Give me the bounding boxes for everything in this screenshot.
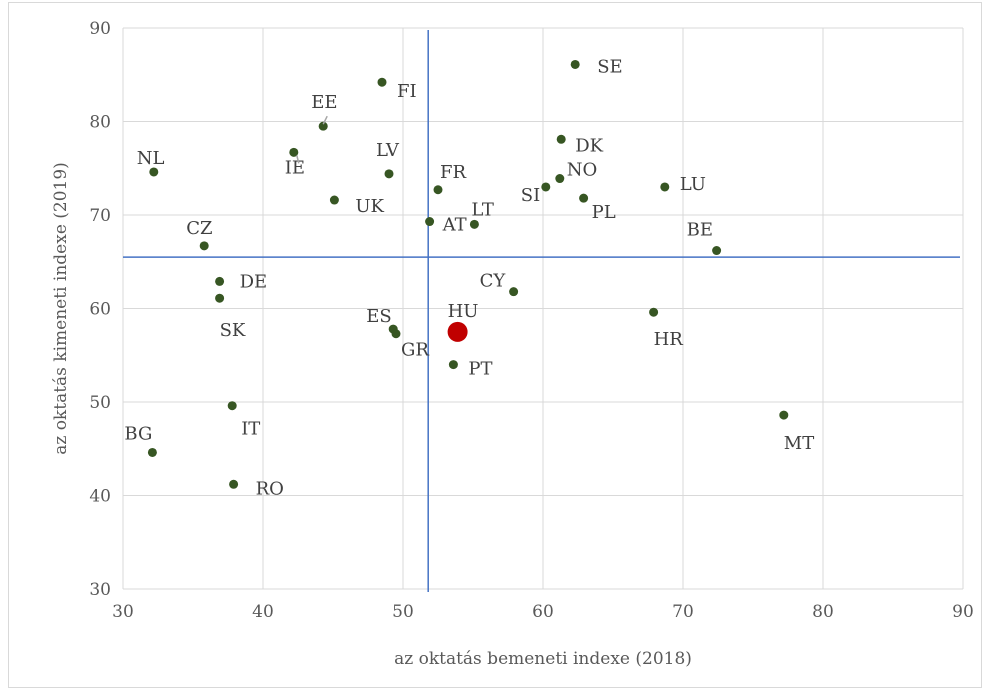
data-point-sk <box>215 293 225 303</box>
data-point-fr <box>433 185 443 195</box>
data-point-dk <box>556 134 566 144</box>
data-point-ee <box>318 121 328 131</box>
point-label-cy: CY <box>480 271 507 292</box>
point-label-ro: RO <box>256 478 284 499</box>
point-label-sk: SK <box>220 320 246 341</box>
x-tick-label: 40 <box>252 602 274 622</box>
data-point-pt <box>448 360 458 370</box>
data-point-bg <box>147 447 157 457</box>
data-point-de <box>215 276 225 286</box>
data-point-hr <box>649 307 659 317</box>
point-label-uk: UK <box>355 196 384 217</box>
point-label-lv: LV <box>376 140 400 161</box>
data-point-lu <box>660 182 670 192</box>
x-tick-label: 70 <box>672 602 694 622</box>
y-tick-label: 90 <box>89 19 111 39</box>
y-axis-title: az oktatás kimeneti indexe (2019) <box>51 162 71 455</box>
y-tick-label: 60 <box>89 300 111 320</box>
data-point-si <box>541 182 551 192</box>
data-point-se <box>570 59 580 69</box>
point-label-cz: CZ <box>186 218 212 239</box>
point-label-lt: LT <box>471 199 494 220</box>
data-point-at <box>425 217 435 227</box>
data-point-nl <box>149 167 159 177</box>
y-tick-label: 80 <box>89 113 111 133</box>
data-point-fi <box>377 77 387 87</box>
point-label-fr: FR <box>440 162 466 183</box>
tick-labels: 30 40 50 60 70 80 90 30 40 50 60 70 80 90 <box>89 19 973 622</box>
y-tick-label: 50 <box>89 393 111 413</box>
point-label-fi: FI <box>397 81 417 102</box>
x-tick-label: 80 <box>812 602 834 622</box>
point-label-si: SI <box>521 185 540 206</box>
point-label-mt: MT <box>784 433 814 454</box>
point-label-es: ES <box>366 306 391 327</box>
x-axis-title: az oktatás bemeneti indexe (2018) <box>394 649 692 669</box>
data-point-gr <box>391 329 401 339</box>
point-label-dk: DK <box>575 135 603 156</box>
x-tick-label: 30 <box>112 602 134 622</box>
reference-lines <box>123 30 960 592</box>
point-label-ie: IE <box>285 157 305 178</box>
chart-frame <box>8 2 982 688</box>
data-point-be <box>712 246 722 256</box>
point-label-lu: LU <box>680 174 706 195</box>
y-tick-label: 40 <box>89 487 111 507</box>
data-point-mt <box>779 410 789 420</box>
point-label-de: DE <box>240 271 268 292</box>
data-point-it <box>227 401 237 411</box>
grid-lines <box>122 27 964 590</box>
point-label-nl: NL <box>137 148 165 169</box>
data-point-pl <box>579 193 589 203</box>
point-label-at: AT <box>442 215 467 236</box>
point-label-se: SE <box>597 56 622 77</box>
data-point-lt <box>469 219 479 229</box>
point-label-pl: PL <box>592 202 616 223</box>
x-tick-label: 90 <box>952 602 974 622</box>
data-point-ie <box>289 147 299 157</box>
data-point-ro <box>229 479 239 489</box>
leader-line-ie <box>296 155 300 164</box>
point-label-no: NO <box>567 160 598 181</box>
data-points <box>147 59 789 489</box>
leader-line-ee <box>322 115 328 125</box>
x-tick-label: 50 <box>392 602 414 622</box>
data-point-cz <box>199 241 209 251</box>
data-point-lv <box>384 169 394 179</box>
data-point-hu <box>447 321 468 342</box>
x-tick-label: 60 <box>532 602 554 622</box>
point-label-pt: PT <box>468 359 492 380</box>
point-label-bg: BG <box>124 423 152 444</box>
y-tick-label: 30 <box>89 580 111 600</box>
data-point-no <box>555 174 565 184</box>
y-tick-label: 70 <box>89 206 111 226</box>
point-label-it: IT <box>241 419 260 440</box>
data-point-uk <box>329 195 339 205</box>
point-label-gr: GR <box>401 340 429 361</box>
point-label-be: BE <box>687 220 713 241</box>
point-label-hu: HU <box>448 301 479 322</box>
point-label-ee: EE <box>311 92 337 113</box>
data-point-cy <box>509 287 519 297</box>
point-label-hr: HR <box>654 329 684 350</box>
